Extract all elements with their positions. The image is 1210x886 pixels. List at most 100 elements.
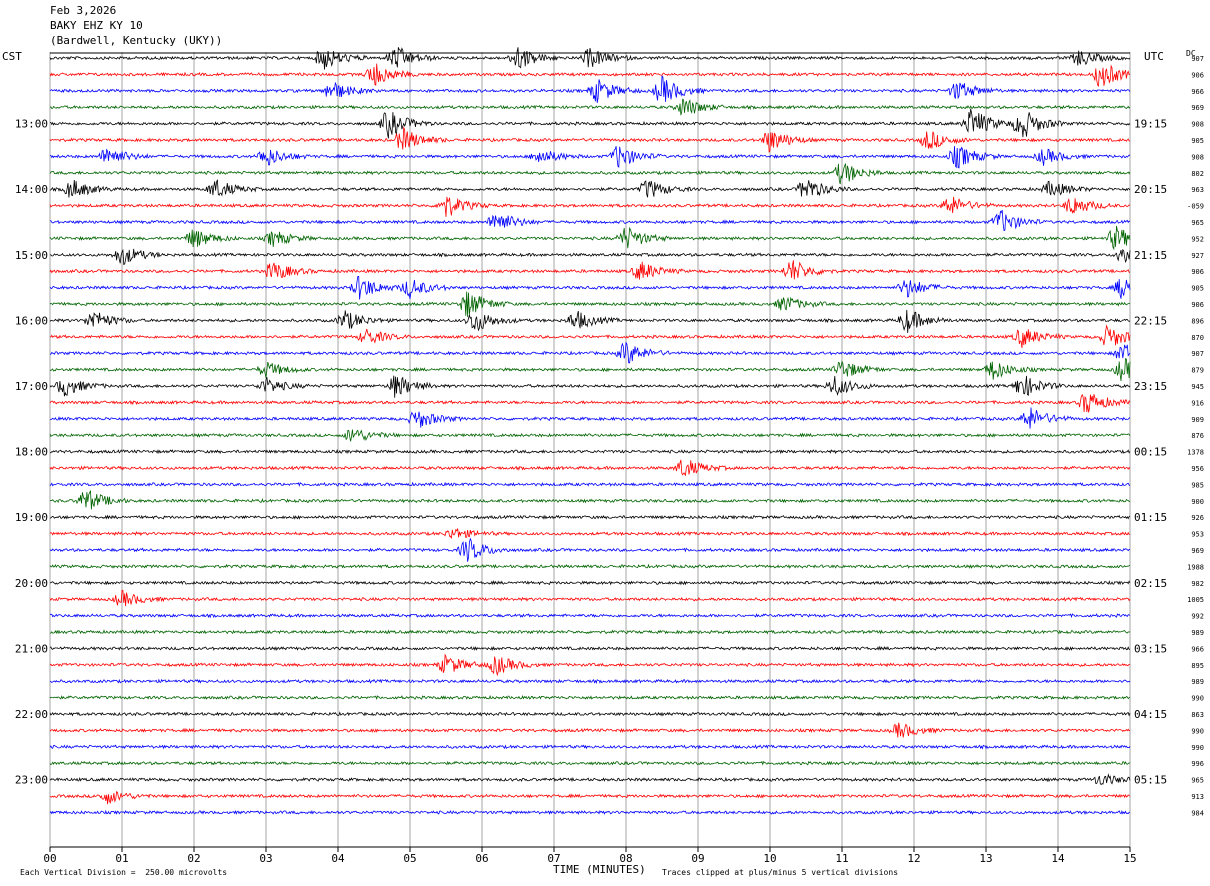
trace-23 xyxy=(49,429,1131,442)
left-hour-21:00: 21:00 xyxy=(15,642,48,655)
dc-offset-34: 992 xyxy=(1191,613,1204,621)
dc-offset-22: 909 xyxy=(1191,416,1204,424)
dc-offset-18: 907 xyxy=(1191,350,1204,358)
x-tick-label-06: 06 xyxy=(475,852,488,865)
right-hour-21:15: 21:15 xyxy=(1134,249,1167,262)
trace-38 xyxy=(49,678,1131,684)
minute-gridlines xyxy=(49,52,1131,848)
trace-10 xyxy=(49,209,1131,232)
trace-33 xyxy=(49,589,1131,607)
dc-offset-31: 1988 xyxy=(1187,563,1204,571)
right-hour-01:15: 01:15 xyxy=(1134,511,1167,524)
trace-41 xyxy=(49,722,1131,738)
trace-28 xyxy=(49,514,1131,520)
right-hour-19:15: 19:15 xyxy=(1134,118,1167,131)
right-hour-05:15: 05:15 xyxy=(1134,774,1167,787)
dc-offset-21: 916 xyxy=(1191,399,1204,407)
dc-offset-3: 969 xyxy=(1191,104,1204,112)
dc-offset-40: 863 xyxy=(1191,711,1204,719)
dc-offset-12: 927 xyxy=(1191,252,1204,260)
x-tick-label-02: 02 xyxy=(187,852,200,865)
dc-offset-5: 905 xyxy=(1191,137,1204,145)
dc-offset-44: 965 xyxy=(1191,777,1204,785)
x-tick-label-07: 07 xyxy=(547,852,560,865)
trace-5 xyxy=(49,126,1131,153)
trace-44 xyxy=(49,773,1131,786)
trace-46 xyxy=(49,809,1131,816)
trace-45 xyxy=(49,790,1131,805)
dc-header-label: DC xyxy=(1186,49,1196,58)
dc-offset-33: 1005 xyxy=(1187,596,1204,604)
x-tick-label-15: 15 xyxy=(1123,852,1136,865)
dc-offset-42: 990 xyxy=(1191,744,1204,752)
left-hour-labels: 13:00 14:00 15:00 16:00 17:00 18:00 19:00 20:00… xyxy=(15,118,48,787)
trace-25 xyxy=(49,459,1131,476)
dc-offset-6: 908 xyxy=(1191,153,1204,161)
dc-offset-45: 913 xyxy=(1191,793,1204,801)
left-timezone-label: CST xyxy=(2,50,22,63)
trace-9 xyxy=(49,196,1131,217)
trace-8 xyxy=(49,179,1131,198)
trace-43 xyxy=(49,760,1131,766)
trace-4 xyxy=(49,108,1131,139)
trace-6 xyxy=(49,146,1131,169)
trace-29 xyxy=(49,528,1131,539)
trace-2 xyxy=(49,75,1131,103)
trace-14 xyxy=(49,275,1131,300)
left-hour-16:00: 16:00 xyxy=(15,314,48,327)
right-hour-22:15: 22:15 xyxy=(1134,314,1167,327)
trace-37 xyxy=(49,653,1131,677)
trace-0 xyxy=(49,47,1131,70)
dc-offset-32: 982 xyxy=(1191,580,1204,588)
left-hour-22:00: 22:00 xyxy=(15,708,48,721)
dc-offset-39: 990 xyxy=(1191,695,1204,703)
x-axis-title: TIME (MINUTES) xyxy=(553,863,646,876)
right-hour-02:15: 02:15 xyxy=(1134,577,1167,590)
left-hour-23:00: 23:00 xyxy=(15,774,48,787)
dc-offset-20: 945 xyxy=(1191,383,1204,391)
dc-offset-24: 1378 xyxy=(1187,449,1204,457)
right-hour-04:15: 04:15 xyxy=(1134,708,1167,721)
dc-offset-29: 953 xyxy=(1191,531,1204,539)
dc-offset-37: 895 xyxy=(1191,662,1204,670)
x-tick-label-03: 03 xyxy=(259,852,272,865)
dc-offset-30: 969 xyxy=(1191,547,1204,555)
trace-18 xyxy=(50,342,1131,364)
x-tick-label-00: 00 xyxy=(43,852,56,865)
dc-offset-4: 908 xyxy=(1191,121,1204,129)
trace-3 xyxy=(49,98,1131,116)
trace-21 xyxy=(49,393,1131,413)
x-axis-ticks: 00 01 02 03 04 05 06 07 08 09 10 11 12 13 14 15 xyxy=(43,847,1137,865)
left-hour-18:00: 18:00 xyxy=(15,446,48,459)
dc-offset-27: 900 xyxy=(1191,498,1204,506)
dc-offset-10: 965 xyxy=(1191,219,1204,227)
dc-offset-46: 984 xyxy=(1191,809,1204,817)
left-hour-20:00: 20:00 xyxy=(15,577,48,590)
trace-30 xyxy=(49,537,1131,562)
trace-32 xyxy=(49,580,1131,586)
dc-offset-17: 870 xyxy=(1191,334,1204,342)
dc-offset-25: 956 xyxy=(1191,465,1204,473)
x-tick-label-10: 10 xyxy=(763,852,776,865)
dc-offset-13: 906 xyxy=(1191,268,1204,276)
dc-offset-16: 896 xyxy=(1191,317,1204,325)
dc-offset-41: 990 xyxy=(1191,727,1204,735)
trace-22 xyxy=(49,407,1131,429)
trace-12 xyxy=(49,248,1131,266)
x-tick-label-12: 12 xyxy=(907,852,920,865)
right-hour-labels: 19:15 20:15 21:15 22:15 23:15 00:15 01:15 02:15… xyxy=(1134,118,1167,787)
trace-11 xyxy=(49,225,1131,251)
left-hour-13:00: 13:00 xyxy=(15,118,48,131)
x-tick-label-11: 11 xyxy=(835,852,848,865)
trace-24 xyxy=(50,448,1131,455)
trace-19 xyxy=(49,357,1131,382)
dc-offset-2: 966 xyxy=(1191,88,1204,96)
dc-offset-23: 876 xyxy=(1191,432,1204,440)
scale-note: Each Vertical Division = 250.00 microvol… xyxy=(20,868,228,877)
dc-offset-35: 989 xyxy=(1191,629,1204,637)
dc-offset-11: 952 xyxy=(1191,235,1204,243)
trace-26 xyxy=(49,481,1131,487)
trace-31 xyxy=(49,563,1131,569)
trace-16 xyxy=(49,309,1131,334)
